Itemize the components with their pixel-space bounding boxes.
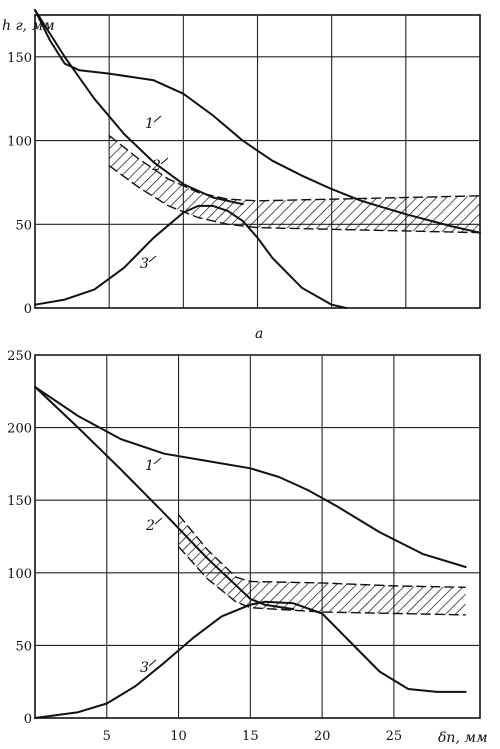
series-line-2 — [34, 385, 295, 611]
x-tick-label: 15 — [242, 729, 259, 744]
curve-label-leader — [154, 517, 163, 525]
x-tick-label: 5 — [103, 729, 111, 744]
band-upper-edge — [178, 514, 466, 589]
y-tick-label: 250 — [7, 349, 32, 364]
panel-a-caption: a — [255, 326, 263, 342]
x-tick-label: 10 — [170, 729, 187, 744]
curve-label-leader — [160, 157, 169, 165]
curve-label-2: 2 — [145, 518, 155, 534]
x-tick-label: 25 — [386, 729, 403, 744]
curve-label-leader — [148, 659, 157, 667]
series-line-3 — [34, 600, 467, 719]
curve-label-1: 1 — [145, 458, 154, 474]
x-tick-label: 20 — [314, 729, 331, 744]
y-tick-label: 200 — [7, 422, 32, 437]
curve-label-1: 1 — [145, 116, 154, 132]
y-tick-label: 100 — [7, 135, 32, 150]
hatched-band — [109, 135, 481, 233]
panel-b-xlabel: δп, мм — [438, 730, 488, 746]
curve-label-leader — [153, 457, 162, 465]
y-tick-label: 150 — [7, 51, 32, 66]
band-lower-edge — [178, 546, 466, 616]
hatched-band — [178, 514, 466, 615]
panel-a-ylabel: h г, мм — [2, 18, 55, 34]
series-line-3 — [34, 204, 348, 309]
chart-panel-a: 0 50 100 150 1 2 3 — [7, 9, 481, 317]
curve-label-3: 3 — [140, 256, 149, 272]
chart-panel-b: 0 50 100 150 200 250 5 10 15 20 25 1 2 3 — [7, 349, 481, 744]
curve-label-3: 3 — [140, 660, 149, 676]
band-upper-edge — [108, 134, 481, 202]
y-tick-label: 50 — [15, 218, 32, 233]
band-lower-edge — [108, 165, 481, 234]
curve-label-leader — [148, 255, 157, 263]
y-tick-label: 100 — [7, 567, 32, 582]
y-tick-label: 150 — [7, 494, 32, 509]
curve-label-2: 2 — [151, 158, 161, 174]
curve-label-leader — [153, 115, 162, 123]
series-line-2 — [34, 9, 244, 206]
y-tick-label: 0 — [24, 712, 32, 727]
y-tick-label: 50 — [15, 639, 32, 654]
y-tick-label: 0 — [24, 302, 32, 317]
series-line-1 — [34, 385, 467, 568]
plot-frame — [34, 354, 481, 719]
